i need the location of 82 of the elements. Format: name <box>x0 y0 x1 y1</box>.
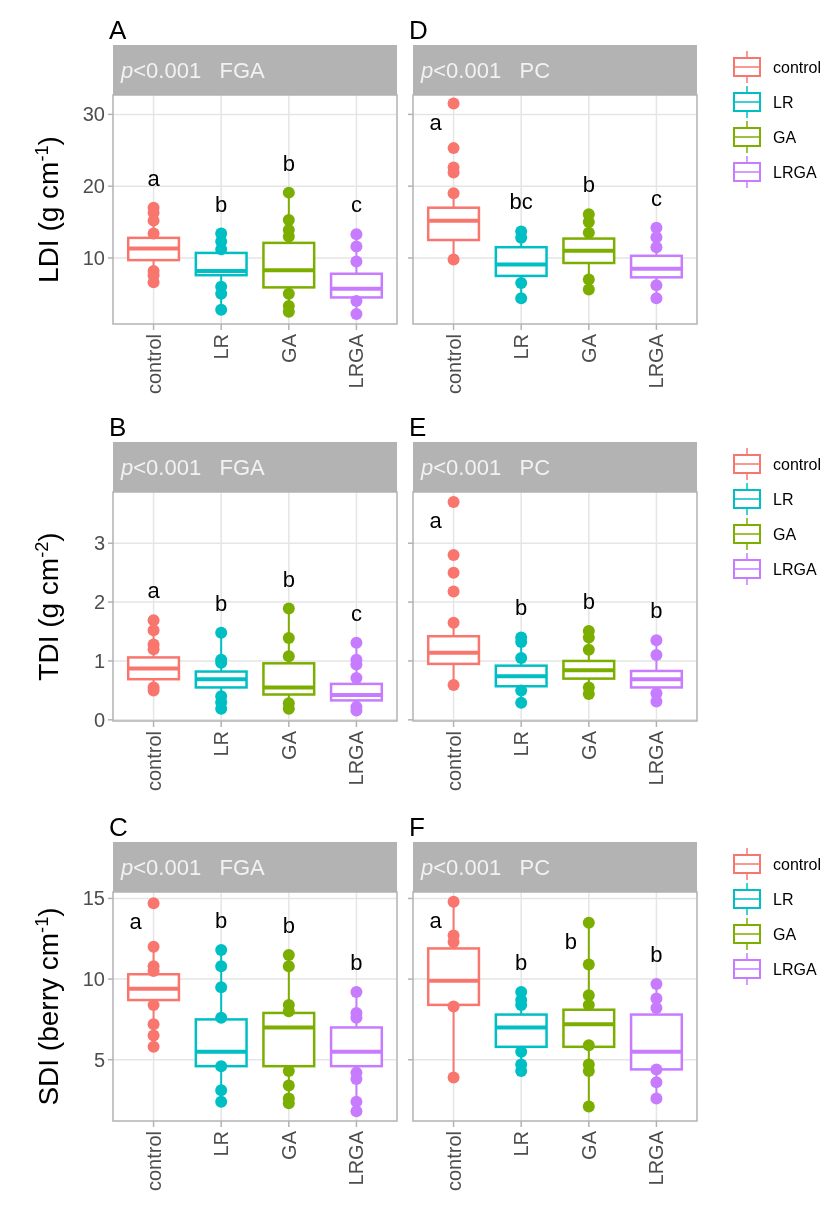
annotation: a <box>429 109 443 135</box>
x-tick-label: control <box>442 334 465 395</box>
legend-label: LRGA <box>773 961 817 978</box>
x-tick-label: LRGA <box>345 1130 368 1186</box>
x-tick-label: GA <box>577 730 600 760</box>
y-tick-label: 0 <box>93 708 105 731</box>
chart-subtitle: p<0.001 PC <box>420 455 551 480</box>
x-tick-label: LRGA <box>345 333 368 389</box>
chart-title: E <box>409 412 427 442</box>
y-tick-label: 1 <box>93 649 105 672</box>
x-tick-label: LRGA <box>645 1130 668 1186</box>
x-tick-label: LRGA <box>345 730 368 786</box>
annotation: b <box>215 590 228 616</box>
x-tick-label: control <box>442 1131 465 1192</box>
x-tick-label: LR <box>510 1131 533 1157</box>
y-tick-label: 10 <box>82 246 105 269</box>
legend-label: LRGA <box>773 561 817 578</box>
annotation: a <box>429 508 443 534</box>
x-tick-label: LRGA <box>645 730 668 786</box>
x-tick-label: GA <box>577 1130 600 1160</box>
annotation: c <box>350 192 362 218</box>
legend-label: control <box>773 456 822 473</box>
annotation: c <box>350 600 362 626</box>
chart-subtitle: p<0.001 FGA <box>120 455 266 480</box>
chart-subtitle: p<0.001 PC <box>420 58 551 83</box>
annotation: b <box>515 949 528 975</box>
legend-label: GA <box>773 926 797 943</box>
x-tick-label: control <box>142 334 165 395</box>
y-tick-label: 30 <box>82 103 105 126</box>
legend-label: LR <box>773 491 794 508</box>
annotation: b <box>650 598 663 624</box>
chart-title: B <box>109 412 127 442</box>
x-tick-label: LR <box>510 731 533 757</box>
chart-title: C <box>109 812 128 842</box>
annotation: b <box>515 595 528 621</box>
x-tick-label: LRGA <box>645 333 668 389</box>
y-tick-label: 20 <box>82 175 105 198</box>
annotation: a <box>147 165 161 191</box>
annotation: b <box>215 191 228 217</box>
annotation: a <box>429 907 443 933</box>
x-tick-label: LR <box>210 731 233 757</box>
chart-title: D <box>409 15 428 45</box>
legend-label: GA <box>773 526 797 543</box>
annotation: b <box>282 566 295 592</box>
x-tick-label: control <box>142 731 165 792</box>
legend-label: LR <box>773 94 794 111</box>
legend-label: LR <box>773 891 794 908</box>
x-tick-label: GA <box>577 333 600 363</box>
annotation: b <box>215 908 228 934</box>
annotation: b <box>582 588 595 614</box>
x-tick-label: LR <box>510 334 533 360</box>
chart-title: F <box>409 812 425 842</box>
chart-subtitle: p<0.001 PC <box>420 855 551 880</box>
legend-label: control <box>773 59 822 76</box>
annotation: b <box>282 150 295 176</box>
annotation: a <box>129 909 143 935</box>
annotation: b <box>564 928 577 954</box>
x-tick-label: control <box>442 731 465 792</box>
x-tick-label: control <box>142 1131 165 1192</box>
x-tick-label: GA <box>277 730 300 760</box>
annotation: bc <box>509 189 533 215</box>
annotation: b <box>350 949 363 975</box>
x-tick-label: LR <box>210 1131 233 1157</box>
annotation: b <box>650 941 663 967</box>
annotation: b <box>582 172 595 198</box>
y-tick-label: 5 <box>93 1048 105 1071</box>
x-tick-label: LR <box>210 334 233 360</box>
chart-title: A <box>109 15 127 45</box>
chart-subtitle: p<0.001 FGA <box>120 58 266 83</box>
x-tick-label: GA <box>277 1130 300 1160</box>
annotation: a <box>147 578 161 604</box>
y-tick-label: 3 <box>93 532 105 555</box>
annotation: b <box>282 912 295 938</box>
legend-label: control <box>773 856 822 873</box>
legend-label: LRGA <box>773 164 817 181</box>
chart-subtitle: p<0.001 FGA <box>120 855 266 880</box>
y-tick-label: 15 <box>82 887 105 910</box>
x-tick-label: GA <box>277 333 300 363</box>
y-tick-label: 10 <box>82 968 105 991</box>
legend-label: GA <box>773 129 797 146</box>
annotation: c <box>650 185 662 211</box>
y-tick-label: 2 <box>93 591 105 614</box>
